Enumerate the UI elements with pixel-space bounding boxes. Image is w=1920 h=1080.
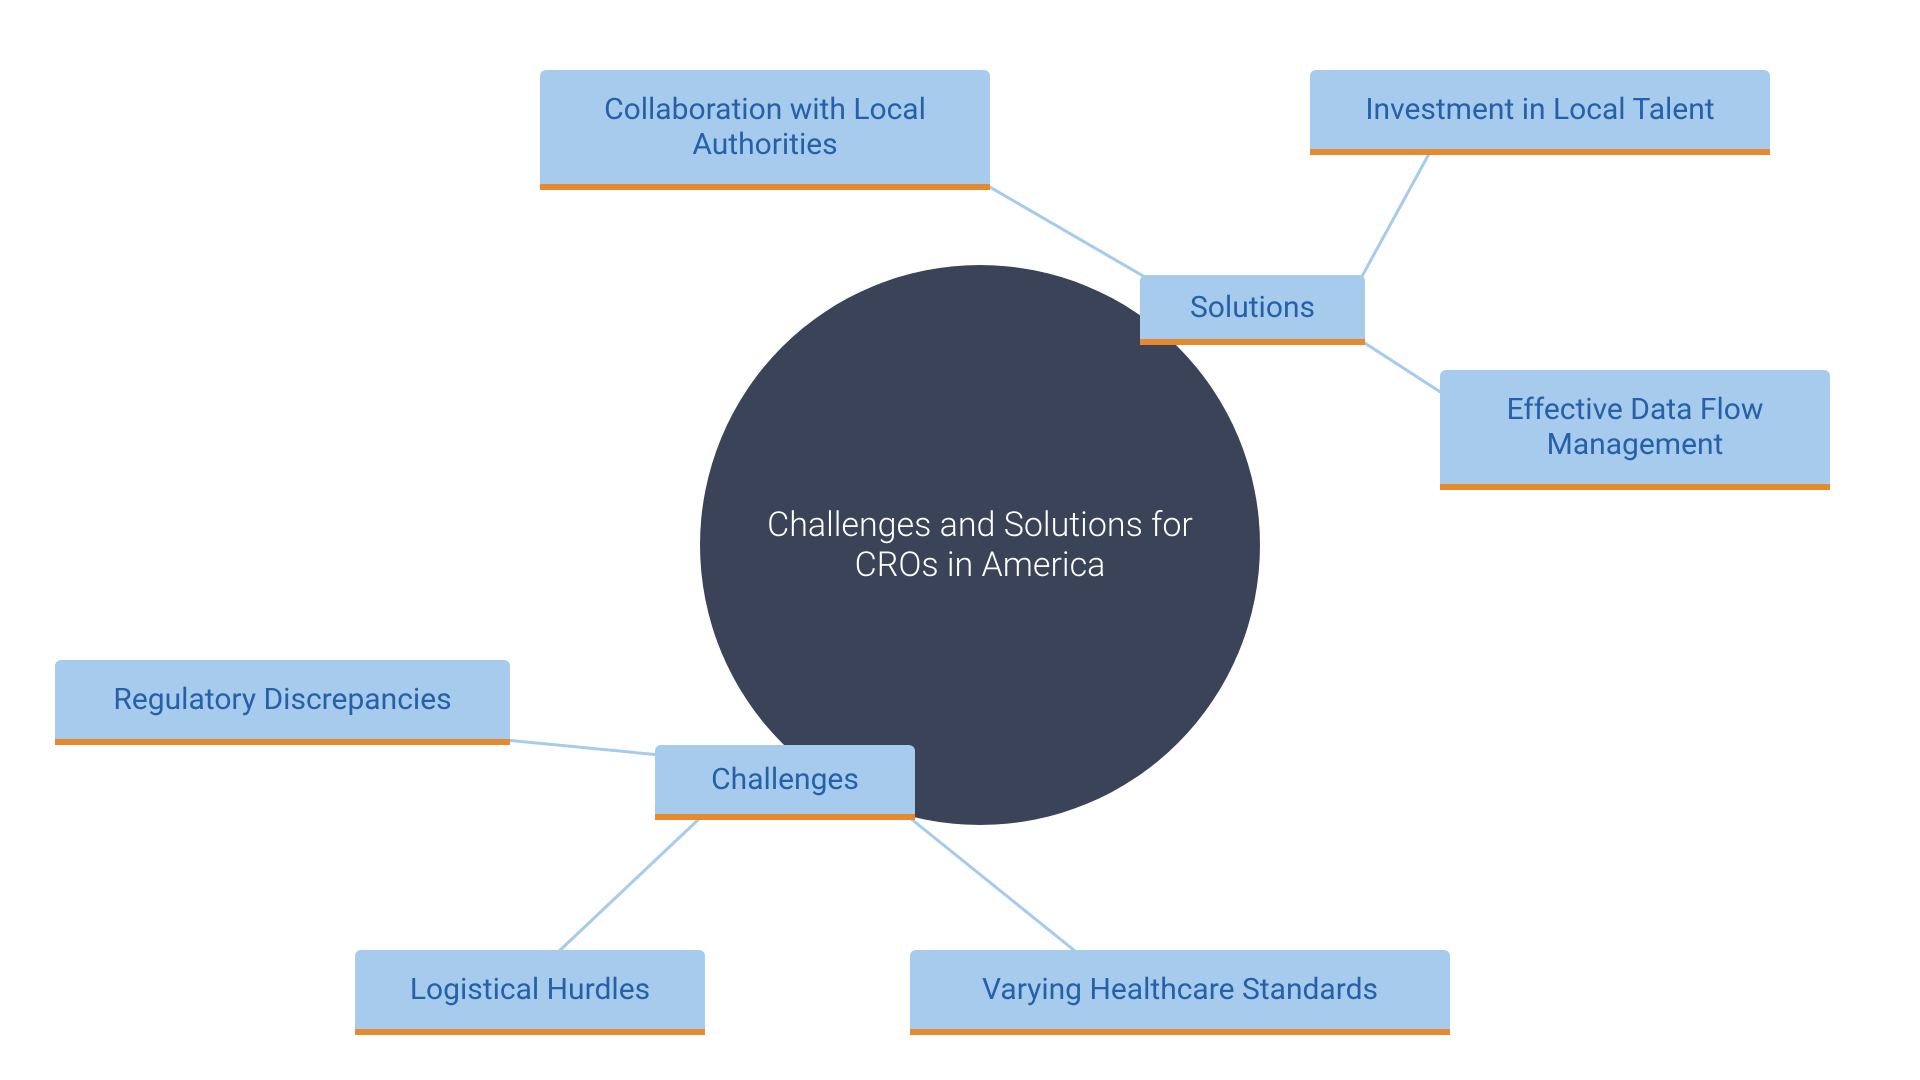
leaf-invest: Investment in Local Talent	[1310, 70, 1770, 155]
leaf-collab-label: Collaboration with Local Authorities	[560, 92, 970, 162]
leaf-regulatory: Regulatory Discrepancies	[55, 660, 510, 745]
leaf-invest-label: Investment in Local Talent	[1365, 92, 1714, 127]
branch-challenges-label: Challenges	[711, 762, 859, 797]
leaf-logistical-label: Logistical Hurdles	[410, 972, 650, 1007]
branch-solutions-label: Solutions	[1190, 290, 1315, 325]
leaf-healthcare-label: Varying Healthcare Standards	[982, 972, 1378, 1007]
leaf-dataflow: Effective Data Flow Management	[1440, 370, 1830, 490]
leaf-regulatory-label: Regulatory Discrepancies	[113, 682, 451, 717]
leaf-collab: Collaboration with Local Authorities	[540, 70, 990, 190]
diagram-stage: Challenges and Solutions for CROs in Ame…	[0, 0, 1920, 1080]
center-node: Challenges and Solutions for CROs in Ame…	[700, 265, 1260, 825]
leaf-healthcare: Varying Healthcare Standards	[910, 950, 1450, 1035]
center-node-label: Challenges and Solutions for CROs in Ame…	[740, 505, 1220, 585]
branch-solutions: Solutions	[1140, 275, 1365, 345]
branch-challenges: Challenges	[655, 745, 915, 820]
leaf-logistical: Logistical Hurdles	[355, 950, 705, 1035]
leaf-dataflow-label: Effective Data Flow Management	[1460, 392, 1810, 462]
